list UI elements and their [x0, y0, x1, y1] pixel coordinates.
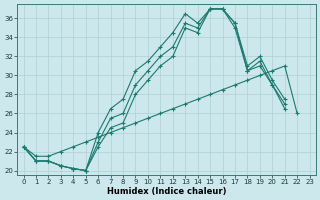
- X-axis label: Humidex (Indice chaleur): Humidex (Indice chaleur): [107, 187, 226, 196]
